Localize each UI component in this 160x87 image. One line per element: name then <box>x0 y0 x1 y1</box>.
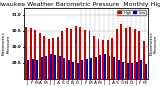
Bar <box>81 60 83 79</box>
Bar <box>50 54 52 79</box>
Bar <box>27 60 29 79</box>
Bar <box>54 55 56 79</box>
Bar <box>32 59 33 79</box>
Bar <box>66 28 68 79</box>
Bar <box>118 60 120 79</box>
Bar <box>57 37 59 79</box>
Bar <box>140 60 142 79</box>
Bar <box>52 38 54 79</box>
Bar <box>107 40 108 79</box>
Bar <box>131 63 133 79</box>
Bar <box>102 40 104 79</box>
Bar <box>34 30 36 79</box>
Bar <box>70 29 72 79</box>
Bar <box>125 28 127 79</box>
Bar <box>25 27 27 79</box>
Bar <box>61 31 63 79</box>
Bar <box>45 56 47 79</box>
Bar <box>77 63 79 79</box>
Y-axis label: Barometric
Pressure: Barometric Pressure <box>149 32 158 55</box>
Bar <box>43 36 45 79</box>
Bar <box>93 36 95 79</box>
Bar <box>90 58 92 79</box>
Bar <box>127 63 128 79</box>
Bar <box>143 41 145 79</box>
Bar <box>145 64 147 79</box>
Bar <box>84 30 86 79</box>
Bar <box>39 33 41 79</box>
Bar <box>72 62 74 79</box>
Bar <box>75 26 77 79</box>
Bar <box>138 31 140 79</box>
Bar <box>134 29 136 79</box>
Bar <box>129 27 131 79</box>
Bar <box>48 39 50 79</box>
Bar <box>98 39 100 79</box>
Bar <box>30 28 32 79</box>
Bar <box>108 56 110 79</box>
Bar <box>136 62 138 79</box>
Bar <box>95 57 97 79</box>
Bar <box>41 57 43 79</box>
Bar <box>86 59 88 79</box>
Bar <box>100 55 101 79</box>
Title: Milwaukee Weather Barometric Pressure  Monthly High/Low: Milwaukee Weather Barometric Pressure Mo… <box>0 2 160 7</box>
Bar <box>122 62 124 79</box>
Bar <box>111 38 113 79</box>
Bar <box>80 27 81 79</box>
Bar <box>36 60 38 79</box>
Bar <box>59 56 61 79</box>
Bar <box>63 58 65 79</box>
Y-axis label: Barometric
Pressure: Barometric Pressure <box>2 32 11 55</box>
Bar <box>68 60 70 79</box>
Legend: High, Low: High, Low <box>117 10 146 15</box>
Bar <box>120 24 122 79</box>
Bar <box>104 54 106 79</box>
Bar <box>116 29 118 79</box>
Bar <box>113 57 115 79</box>
Bar <box>88 31 90 79</box>
